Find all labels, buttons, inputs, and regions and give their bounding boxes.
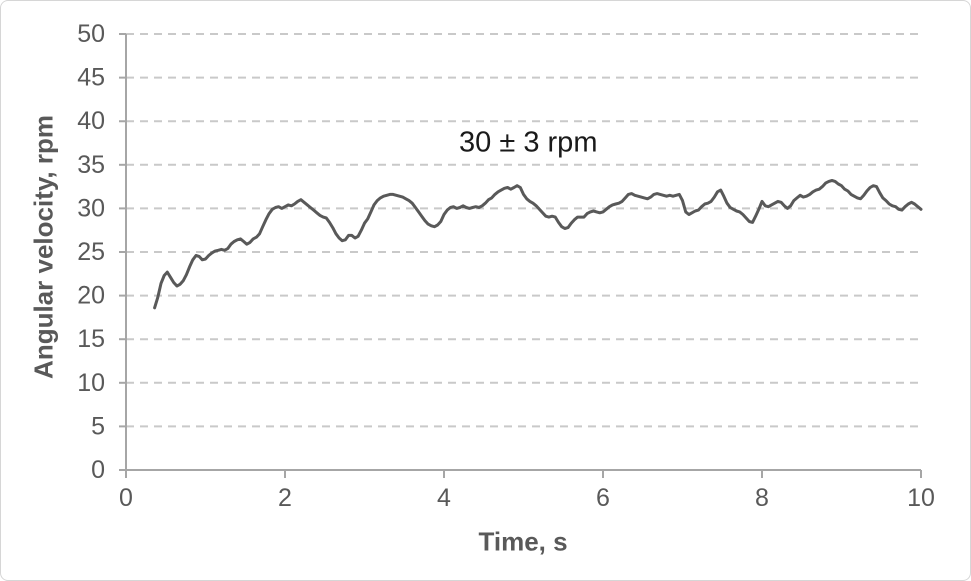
x-axis-title: Time, s: [478, 526, 568, 557]
x-tick-label-0: 0: [119, 484, 133, 512]
y-tick-label-40: 40: [77, 107, 105, 135]
y-tick-label-5: 5: [91, 412, 105, 440]
y-tick-label-25: 25: [77, 238, 105, 266]
y-tick-label-35: 35: [77, 151, 105, 179]
series-line-angular-velocity: [153, 179, 923, 310]
y-tick-label-50: 50: [77, 20, 105, 48]
y-axis-title: Angular velocity, rpm: [28, 115, 59, 379]
y-tick-label-15: 15: [77, 325, 105, 353]
y-tick-label-20: 20: [77, 282, 105, 310]
x-tick-label-10: 10: [907, 484, 935, 512]
x-tick-label-2: 2: [278, 484, 292, 512]
x-tick-label-6: 6: [596, 484, 610, 512]
x-tick-label-8: 8: [755, 484, 769, 512]
x-tick-label-4: 4: [437, 484, 451, 512]
y-tick-label-0: 0: [91, 456, 105, 484]
chart-annotation: 30 ± 3 rpm: [459, 126, 598, 159]
y-tick-label-45: 45: [77, 64, 105, 92]
y-tick-label-10: 10: [77, 369, 105, 397]
y-tick-label-30: 30: [77, 194, 105, 222]
